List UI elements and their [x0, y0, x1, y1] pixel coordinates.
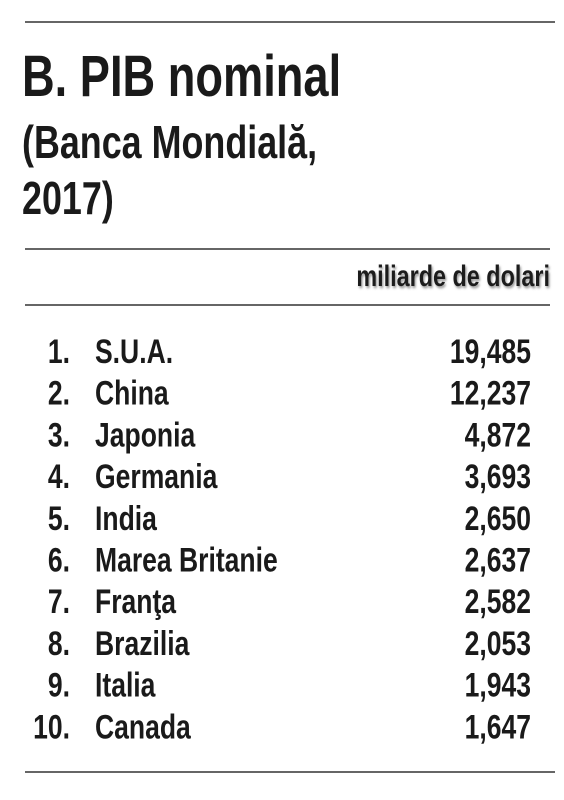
gdp-value: 1,943 [465, 666, 531, 704]
rank: 8. [48, 625, 70, 663]
country: Japonia [95, 416, 196, 454]
gdp-value: 2,053 [465, 625, 531, 663]
unit-label: miliarde de dolari [356, 259, 550, 292]
subtitle-line: 2017) [22, 173, 114, 224]
country: S.U.A. [95, 333, 173, 371]
gdp-value: 12,237 [450, 375, 531, 413]
gdp-value: 2,582 [465, 583, 531, 621]
rank: 6. [48, 541, 70, 579]
country: Franţa [95, 583, 177, 621]
rank: 7. [48, 583, 70, 621]
rank: 3. [48, 416, 70, 454]
gdp-value: 3,693 [465, 458, 531, 496]
country: Canada [95, 708, 192, 746]
country: India [95, 500, 158, 538]
gdp-value: 1,647 [465, 708, 531, 746]
rank: 2. [48, 375, 70, 413]
country: Marea Britanie [95, 541, 278, 579]
country: Brazilia [95, 625, 190, 663]
gdp-value: 4,872 [465, 416, 531, 454]
rank: 10. [33, 708, 70, 746]
rank: 1. [48, 333, 70, 371]
country: Italia [95, 666, 156, 704]
gdp-value: 19,485 [450, 333, 531, 371]
rank: 5. [48, 500, 70, 538]
rank: 9. [48, 666, 70, 704]
gdp-value: 2,637 [465, 541, 531, 579]
rank: 4. [48, 458, 70, 496]
country: Germania [95, 458, 218, 496]
title: B. PIB nominal [22, 45, 341, 110]
subtitle-line: (Banca Mondială, [22, 117, 317, 168]
country: China [95, 375, 170, 413]
gdp-value: 2,650 [465, 500, 531, 538]
